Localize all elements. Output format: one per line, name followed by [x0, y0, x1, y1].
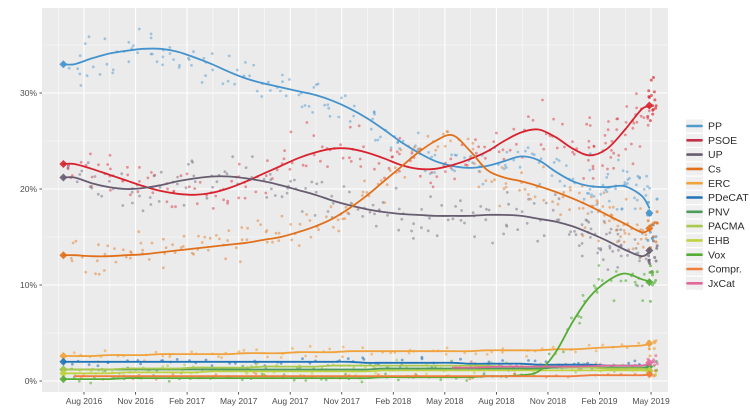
- legend-label: ERC: [708, 178, 731, 190]
- y-tick-label: 30%: [20, 88, 37, 98]
- trend-line-PDeCAT: [62, 360, 643, 367]
- legend-item-ERC: ERC: [686, 176, 731, 190]
- trend-line-PNV: [62, 366, 651, 371]
- legend-item-PNV: PNV: [686, 205, 730, 218]
- legend-label: PSOE: [708, 135, 737, 147]
- x-tick-label: Feb 2018: [375, 396, 411, 406]
- legend-label: JxCat: [708, 278, 735, 290]
- legend-item-PACMA: PACMA: [686, 219, 745, 233]
- legend-label: PNV: [708, 206, 730, 218]
- legend-item-Vox: Vox: [686, 248, 726, 261]
- trend-line-UP: [62, 175, 651, 258]
- y-tick-label: 10%: [20, 280, 37, 290]
- legend-label: Vox: [708, 249, 726, 261]
- x-tick-label: Feb 2017: [169, 396, 205, 406]
- trend-line-PSOE: [62, 105, 651, 196]
- x-tick-label: Nov 2017: [324, 396, 361, 406]
- trend-line-Compr.: [73, 373, 651, 378]
- legend-label: Cs: [708, 164, 721, 176]
- x-tick-label: Aug 2018: [478, 396, 515, 406]
- legend-item-Compr: Compr.: [686, 262, 742, 276]
- trend-line-Cs: [62, 133, 651, 258]
- trend-lines-layer: [62, 47, 651, 381]
- trend-line-EHB: [62, 369, 651, 375]
- legend-item-PP: PP: [686, 119, 722, 133]
- y-tick-label: 20%: [20, 184, 37, 194]
- grid-minor: [42, 8, 668, 392]
- y-tick-label: 0%: [25, 376, 38, 386]
- legend-label: PDeCAT: [708, 192, 749, 204]
- legend-item-UP: UP: [686, 148, 723, 161]
- x-tick-label: Aug 2017: [272, 396, 309, 406]
- grid-major: [42, 8, 668, 392]
- legend-item-PSOE: PSOE: [686, 133, 737, 147]
- legend-item-JxCat: JxCat: [686, 276, 735, 290]
- x-tick-label: Feb 2019: [582, 396, 618, 406]
- x-tick-label: Nov 2018: [530, 396, 567, 406]
- legend: PP PSOE UP Cs ERC PDeCAT PNV PACMA EHB Vox Compr. J…: [686, 119, 749, 290]
- x-tick-label: Aug 2016: [66, 396, 103, 406]
- legend-item-PDeCAT: PDeCAT: [686, 191, 749, 204]
- legend-label: PP: [708, 121, 722, 133]
- legend-label: UP: [708, 149, 723, 161]
- legend-item-EHB: EHB: [686, 233, 730, 247]
- election-markers-layer: [59, 60, 654, 384]
- x-tick-label: Nov 2016: [117, 396, 154, 406]
- trend-line-Vox: [62, 272, 651, 381]
- legend-label: PACMA: [708, 221, 745, 233]
- legend-label: EHB: [708, 235, 730, 247]
- plot-panel: [42, 8, 668, 392]
- x-tick-label: May 2019: [632, 396, 670, 406]
- legend-item-Cs: Cs: [686, 162, 721, 176]
- x-tick-label: May 2017: [220, 396, 258, 406]
- trend-line-PP: [62, 47, 651, 209]
- x-tick-label: May 2018: [426, 396, 464, 406]
- legend-label: Compr.: [708, 264, 742, 276]
- axes-layer: Aug 2016 Nov 2016 Feb 2017 May 2017 Aug 2017…: [20, 88, 670, 406]
- trend-line-JxCat: [451, 362, 651, 369]
